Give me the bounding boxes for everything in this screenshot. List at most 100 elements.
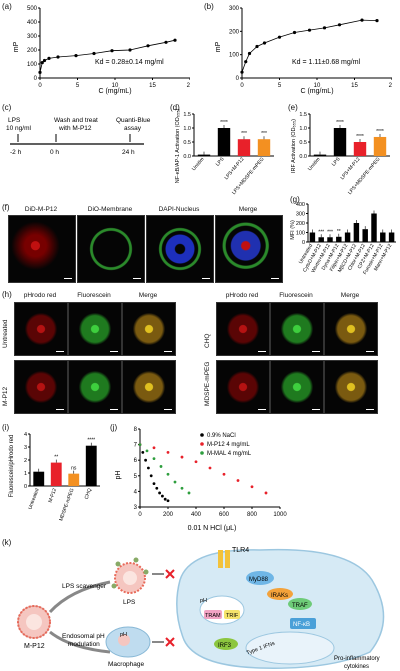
chart-j-point: [173, 480, 177, 484]
chart-g-ytick-label: 400: [296, 202, 305, 208]
chart-g-bar: [318, 237, 324, 242]
schematic-cyto1: Pro-inflammatory: [334, 656, 380, 662]
schematic-ph: pH: [120, 632, 127, 638]
chart-g-bar: [336, 236, 342, 242]
chart-d-bar: [197, 154, 211, 156]
micrograph-h-pmerge: [324, 360, 378, 414]
chart-d-ytick-label: 1.5: [183, 112, 191, 118]
chart-a-point: [92, 51, 96, 56]
micrograph-h-pred: [216, 302, 270, 356]
chart-b-xtick-label: 10: [314, 83, 321, 89]
chart-j-ytick-label: 8: [134, 427, 138, 433]
m-p12-particle-icon: [17, 605, 51, 639]
chart-j-ytick-label: 4: [134, 489, 138, 495]
chart-b-point: [247, 51, 252, 56]
chart-d-bar: [217, 128, 231, 156]
chart-b-point: [255, 44, 259, 49]
chart-g-ytick-label: 100: [296, 231, 305, 237]
chart-b-kd: Kd = 1.11±0.68 mg/ml: [292, 59, 361, 66]
chart-e-ytick-label: 0.0: [299, 154, 307, 160]
chart-j-legend-marker: [200, 451, 204, 455]
chart-j-legend-marker: [200, 442, 204, 446]
chart-b-ylabel: mP: [215, 41, 222, 52]
chart-j-point: [144, 458, 147, 462]
scale-bar: [110, 350, 118, 352]
schematic-endo1: Endosomal pH: [62, 633, 105, 640]
timeline-lps-conc: 10 ng/ml: [6, 125, 31, 132]
chart-e-ytick-label: 1.0: [299, 126, 307, 132]
schematic-mp12: M-P12: [24, 643, 45, 650]
chart-i-sig-label: **: [54, 455, 58, 461]
chart-a-point: [74, 54, 78, 58]
chart-j-legend-label: M-P12 4 mg/mL: [207, 442, 250, 448]
chart-j-point: [180, 486, 184, 490]
panel-label-h: (h): [2, 290, 12, 299]
chart-a-xtick-label: 15: [149, 83, 156, 89]
panel-label-b: (b): [204, 2, 214, 11]
chart-b-xlabel: C (mg/mL): [300, 88, 333, 95]
chart-b-ytick-label: 0: [236, 76, 240, 82]
h-row-label: Untreated: [2, 319, 9, 348]
chart-i-ylabel: Fluorescein/pHrodo red: [9, 435, 15, 498]
chart-j-point: [147, 466, 150, 470]
chart-d-bar: [257, 139, 271, 156]
chart-g-ytick-label: 300: [296, 212, 305, 218]
scale-bar: [133, 277, 141, 279]
h-column-header: Merge: [340, 292, 360, 299]
chart-i-ytick-label: 1: [24, 471, 27, 477]
panel-label-a: (a): [2, 2, 12, 11]
chart-j-point: [152, 457, 156, 461]
panel-label-g: (g): [290, 195, 300, 204]
chart-i-category-label: MDSPE-mPEG: [58, 488, 75, 522]
h-column-header: pHrodo red: [23, 292, 57, 299]
panel-label-d: (d): [170, 103, 180, 112]
chart-i-ytick-label: 4: [24, 432, 27, 438]
chart-j-point: [159, 465, 163, 468]
chart-i-sig-label: ns: [71, 466, 77, 472]
chart-i-category-label: M-P12: [47, 487, 58, 503]
chart-j-point: [161, 494, 164, 498]
chart-e-category-label: Unstim: [307, 156, 322, 172]
tlr4-receptor-icon: [218, 550, 230, 568]
schematic-trif: TRIF: [226, 613, 239, 619]
schematic-irf3: IRF3: [218, 643, 232, 649]
chart-j-xtick-label: 600: [219, 512, 230, 518]
micrograph-h-pgreen: [270, 360, 324, 414]
timeline-assay2: assay: [124, 125, 142, 132]
chart-d-sig-label: ****: [220, 120, 228, 126]
chart-i-category-label: Untreated: [27, 487, 40, 510]
chart-j-legend-label: 0.9% NaCl: [207, 433, 236, 439]
panel-label-e: (e): [288, 103, 298, 112]
chart-g-bar: [371, 213, 377, 242]
chart-b-point: [292, 30, 297, 35]
panel-label-j: (j): [110, 423, 118, 432]
scale-bar: [56, 408, 64, 410]
timeline-diagram: LPS 10 ng/ml Wash and treat with M-P12 Q…: [6, 117, 151, 156]
chart-e-bar: [353, 142, 367, 156]
schematic-ph2: pH: [200, 598, 207, 604]
chart-j-point: [149, 474, 153, 478]
micrograph-h-pred: [14, 302, 68, 356]
chart-g-sig-label: ***: [318, 229, 324, 235]
chart-j-legend-label: M-MAL 4 mg/mL: [207, 451, 252, 457]
scale-bar: [271, 277, 279, 279]
chart-a-ytick-label: 100: [27, 62, 38, 68]
chart-b-point: [262, 41, 267, 45]
panel-label-i: (i): [2, 423, 10, 432]
chart-b-xtick-label: 0: [240, 83, 244, 89]
chart-b-xtick-label: 15: [351, 83, 358, 89]
scale-bar: [64, 277, 72, 279]
scale-bar: [202, 277, 210, 279]
chart-a-ytick-label: 500: [27, 6, 38, 12]
chart-b-ytick-label: 100: [229, 53, 240, 59]
chart-i: 0 1 2 3 4 Untreated ** M-P12 ns MDSPE-mPEG **** CHQ…: [9, 432, 100, 522]
micrograph-h-pmerge: [122, 360, 176, 414]
chart-i-ytick-label: 3: [24, 445, 27, 451]
chart-b-point: [277, 35, 282, 39]
chart-a-xtick-label: 5: [76, 83, 80, 89]
chart-j-ytick-label: 7: [134, 443, 138, 449]
h-column-header: Fluorescein: [279, 292, 313, 299]
h-row-label: MDSPE-mPEG: [204, 361, 211, 406]
scale-bar: [366, 350, 374, 352]
f-column-header: DAPI-Nucleus: [158, 206, 200, 213]
